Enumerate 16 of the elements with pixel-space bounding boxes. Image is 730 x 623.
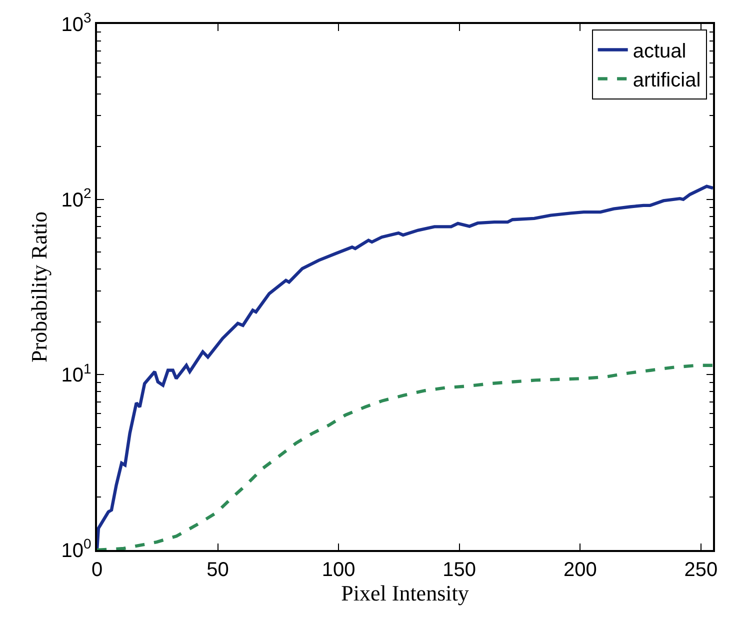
x-tick-label: 250: [684, 558, 718, 581]
x-tick-label: 100: [322, 558, 356, 581]
y-tick-label: 10$^{1}$: [61, 360, 92, 387]
line-series: [97, 364, 713, 550]
legend-label: artificial: [632, 70, 701, 92]
x-tick-label: 50: [206, 558, 229, 581]
y-tick-label: 10$^{2}$: [61, 184, 92, 212]
x-tick-label: 0: [91, 558, 103, 581]
x-tick-label: 150: [442, 558, 476, 581]
y-tick-label: 10$^{0}$: [61, 536, 92, 562]
x-axis-title: Pixel Intensity: [341, 580, 469, 606]
y-axis-title: Probability Ratio: [26, 212, 52, 362]
y-tick-label: 10$^{3}$: [61, 10, 92, 36]
line-series: [97, 184, 713, 550]
x-tick-label: 200: [563, 558, 597, 581]
legend-label: actual: [632, 40, 686, 63]
